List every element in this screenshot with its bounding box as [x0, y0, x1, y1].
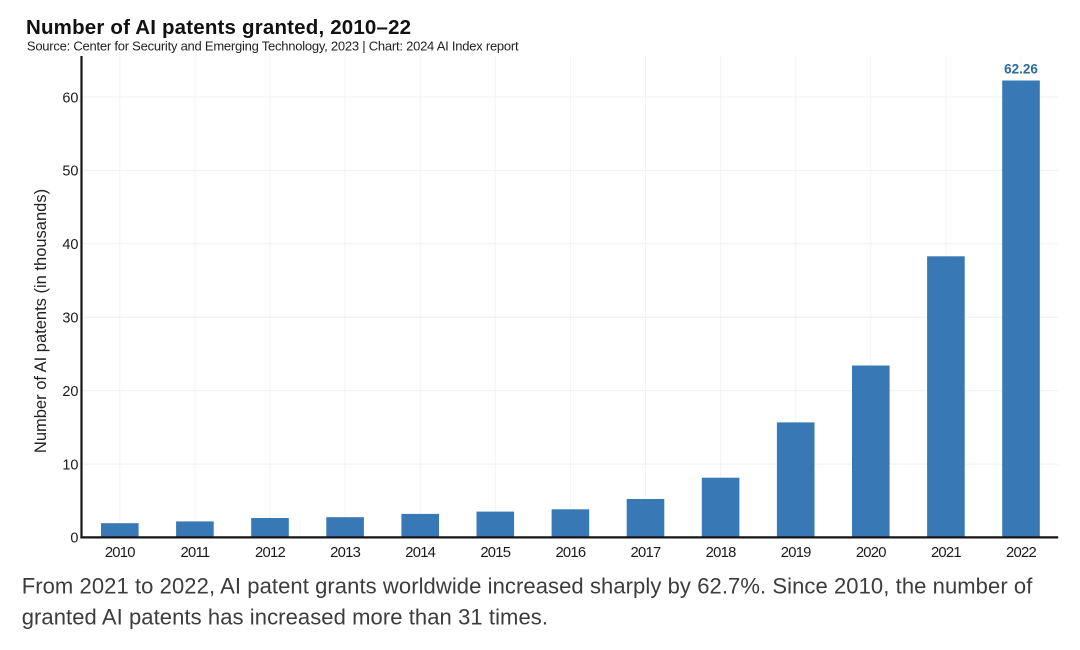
svg-text:10: 10	[62, 457, 78, 473]
svg-text:Number of AI patents (in thous: Number of AI patents (in thousands)	[32, 189, 50, 453]
svg-text:Source: Center for Security an: Source: Center for Security and Emerging…	[27, 38, 519, 53]
svg-text:2016: 2016	[555, 545, 585, 561]
svg-text:Number of AI patents granted,: Number of AI patents granted, 2010–22	[26, 16, 411, 39]
svg-text:60: 60	[62, 90, 78, 106]
svg-text:2015: 2015	[480, 545, 510, 561]
svg-text:0: 0	[70, 531, 78, 547]
svg-text:2021: 2021	[931, 545, 961, 561]
svg-text:2020: 2020	[856, 545, 886, 561]
svg-text:granted AI patents has increas: granted AI patents has increased more th…	[22, 605, 548, 630]
svg-text:50: 50	[62, 164, 78, 180]
svg-text:2022: 2022	[1006, 545, 1036, 561]
svg-text:2013: 2013	[330, 545, 360, 561]
svg-text:2010: 2010	[105, 545, 135, 561]
svg-text:From 2021 to 2022, AI patent g: From 2021 to 2022, AI patent grants worl…	[22, 574, 1034, 599]
svg-text:62.26: 62.26	[1004, 61, 1038, 76]
svg-text:2018: 2018	[706, 545, 736, 561]
svg-text:2017: 2017	[631, 545, 661, 561]
svg-text:20: 20	[62, 384, 78, 400]
svg-text:2014: 2014	[405, 545, 435, 561]
svg-text:30: 30	[62, 311, 78, 327]
svg-text:40: 40	[62, 237, 78, 253]
svg-text:2012: 2012	[255, 545, 285, 561]
svg-text:2011: 2011	[180, 545, 209, 561]
svg-text:2019: 2019	[781, 545, 811, 561]
